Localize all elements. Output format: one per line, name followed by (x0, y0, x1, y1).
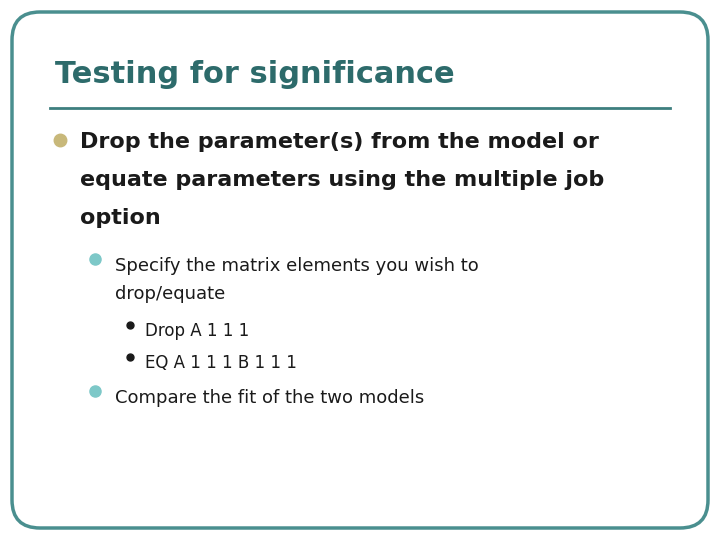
Text: EQ A 1 1 1 B 1 1 1: EQ A 1 1 1 B 1 1 1 (145, 354, 297, 372)
Text: drop/equate: drop/equate (115, 285, 225, 303)
Text: Drop A 1 1 1: Drop A 1 1 1 (145, 322, 249, 340)
FancyBboxPatch shape (12, 12, 708, 528)
Text: equate parameters using the multiple job: equate parameters using the multiple job (80, 170, 604, 190)
Text: Drop the parameter(s) from the model or: Drop the parameter(s) from the model or (80, 132, 599, 152)
Text: Specify the matrix elements you wish to: Specify the matrix elements you wish to (115, 257, 479, 275)
Text: Testing for significance: Testing for significance (55, 60, 454, 89)
Text: option: option (80, 208, 161, 228)
Text: Compare the fit of the two models: Compare the fit of the two models (115, 389, 424, 407)
